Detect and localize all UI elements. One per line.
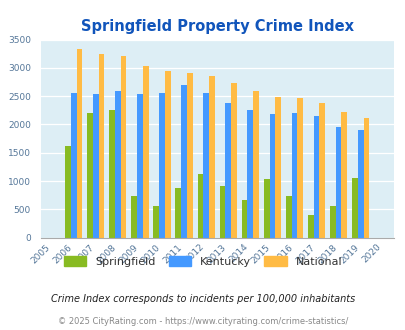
Bar bbox=[357, 130, 363, 238]
Bar bbox=[335, 127, 341, 238]
Bar bbox=[203, 93, 209, 238]
Text: © 2025 CityRating.com - https://www.cityrating.com/crime-statistics/: © 2025 CityRating.com - https://www.city… bbox=[58, 317, 347, 326]
Bar bbox=[275, 97, 280, 238]
Bar bbox=[285, 196, 291, 238]
Bar bbox=[93, 94, 98, 238]
Bar bbox=[98, 54, 104, 238]
Bar bbox=[230, 82, 236, 238]
Bar bbox=[241, 200, 247, 238]
Bar bbox=[296, 98, 303, 238]
Bar bbox=[329, 206, 335, 238]
Bar bbox=[209, 76, 214, 238]
Bar bbox=[65, 146, 70, 238]
Bar bbox=[109, 110, 115, 238]
Bar bbox=[77, 49, 82, 238]
Bar bbox=[87, 113, 93, 238]
Bar bbox=[197, 174, 203, 238]
Bar bbox=[247, 110, 253, 238]
Bar bbox=[269, 114, 275, 238]
Bar bbox=[143, 66, 148, 238]
Bar bbox=[341, 112, 346, 238]
Text: Crime Index corresponds to incidents per 100,000 inhabitants: Crime Index corresponds to incidents per… bbox=[51, 294, 354, 304]
Bar bbox=[137, 94, 143, 238]
Bar bbox=[115, 91, 120, 238]
Bar bbox=[175, 188, 181, 238]
Bar bbox=[153, 206, 159, 238]
Bar bbox=[319, 103, 324, 238]
Bar bbox=[131, 196, 137, 238]
Title: Springfield Property Crime Index: Springfield Property Crime Index bbox=[81, 19, 353, 34]
Bar bbox=[120, 56, 126, 238]
Bar bbox=[187, 73, 192, 238]
Bar bbox=[219, 186, 225, 238]
Bar bbox=[225, 103, 230, 238]
Bar bbox=[253, 91, 258, 238]
Bar bbox=[181, 85, 187, 238]
Bar bbox=[307, 215, 313, 238]
Bar bbox=[263, 179, 269, 238]
Bar bbox=[291, 113, 296, 238]
Bar bbox=[159, 93, 164, 238]
Bar bbox=[164, 71, 170, 238]
Legend: Springfield, Kentucky, National: Springfield, Kentucky, National bbox=[60, 251, 345, 271]
Bar bbox=[70, 93, 77, 238]
Bar bbox=[363, 118, 369, 238]
Bar bbox=[313, 116, 319, 238]
Bar bbox=[351, 178, 357, 238]
